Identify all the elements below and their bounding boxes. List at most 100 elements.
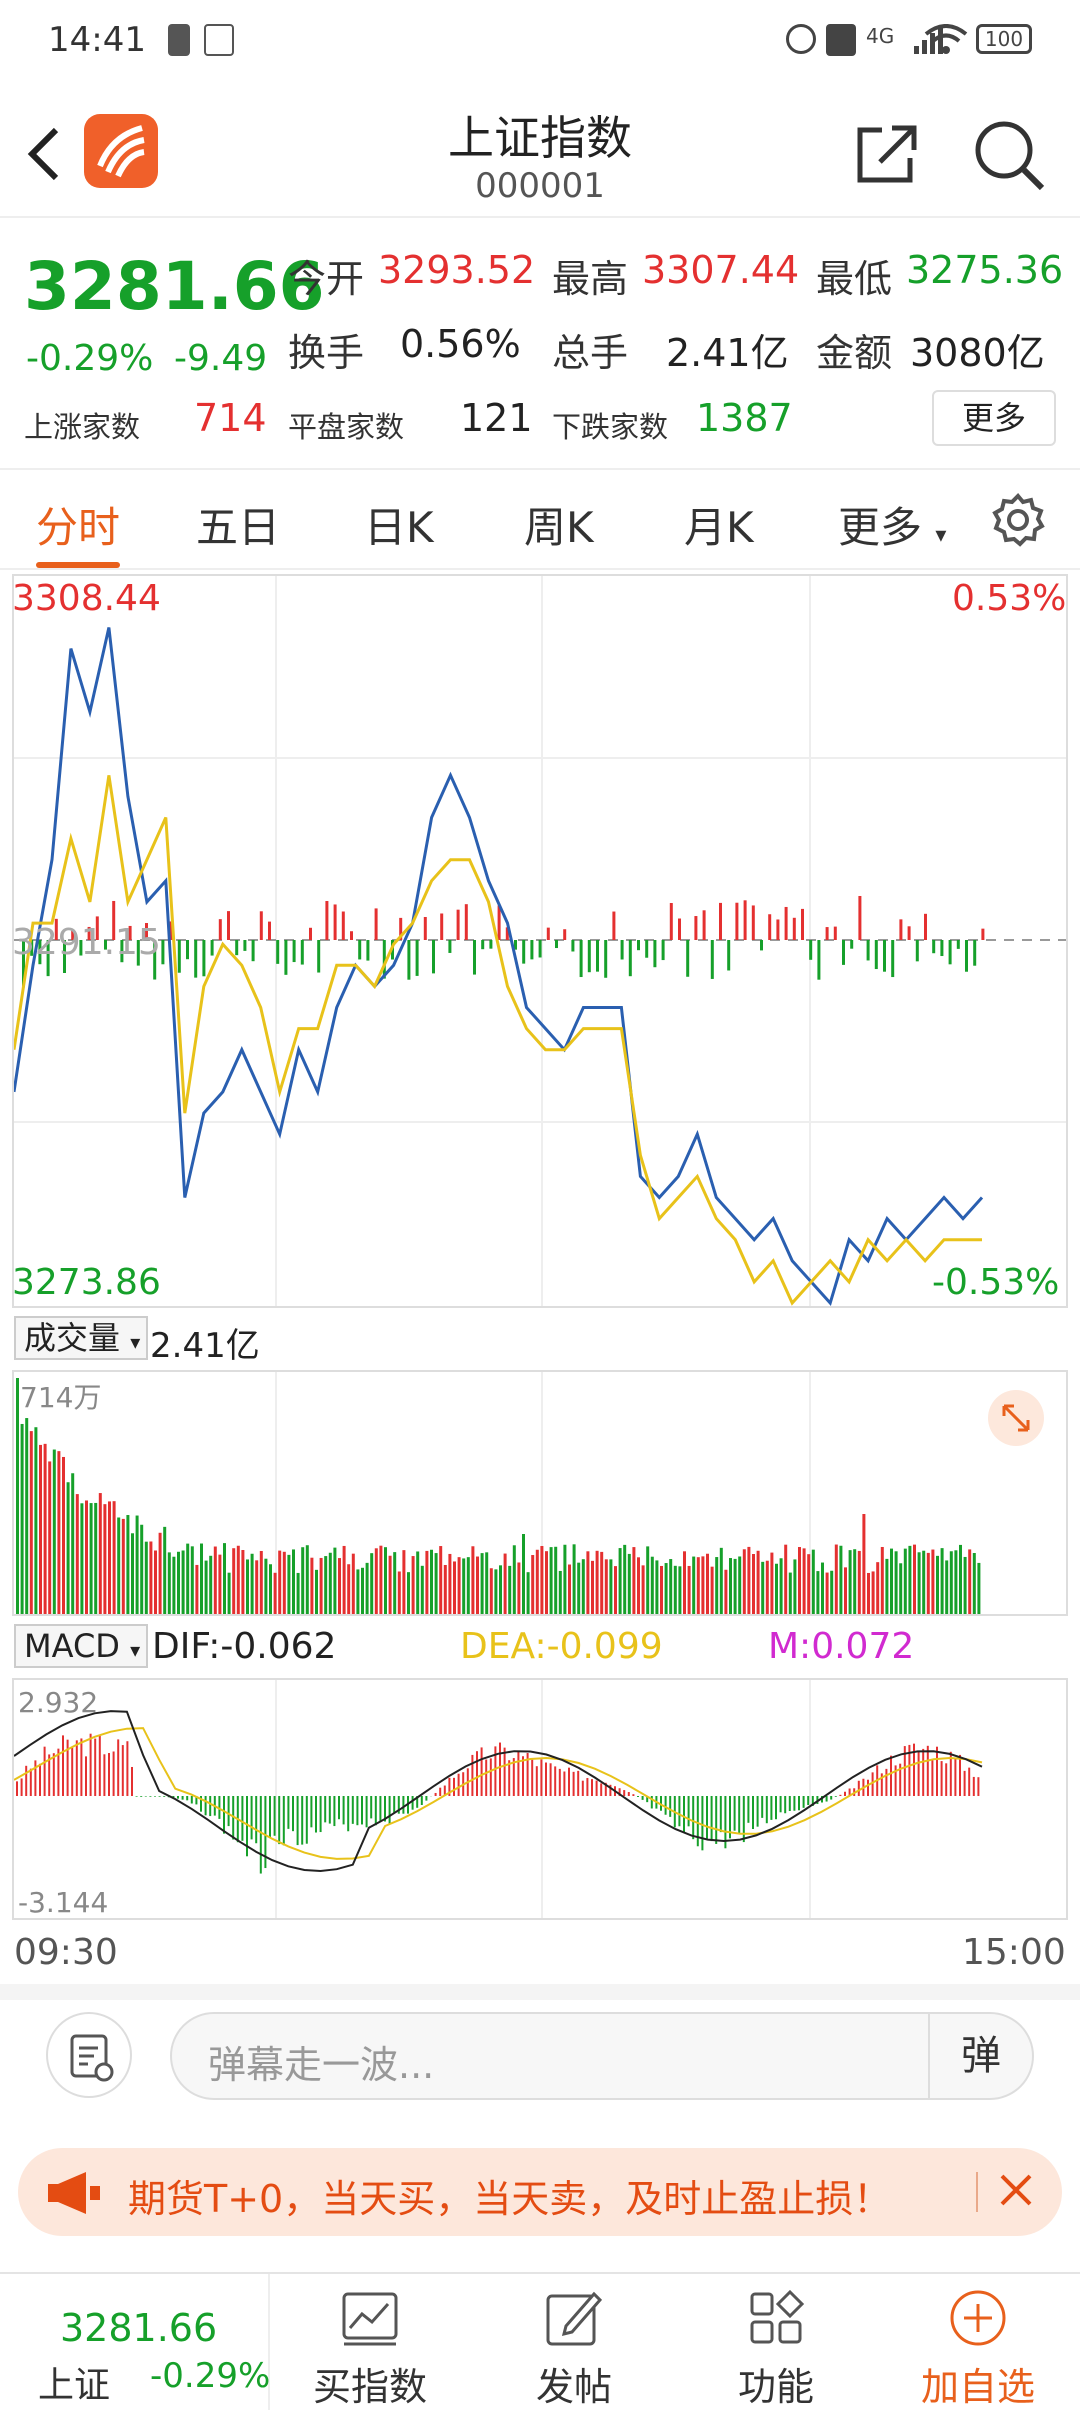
macd-bar-positive <box>126 1741 128 1796</box>
tab-intraday[interactable]: 分时 <box>36 494 120 555</box>
macd-bar-negative <box>260 1796 262 1874</box>
active-tab-indicator <box>36 562 120 568</box>
volume-bar-down <box>324 1556 327 1614</box>
down-tick-bar <box>662 940 665 960</box>
macd-bar-negative <box>324 1796 326 1822</box>
down-tick-bar <box>178 940 181 973</box>
post-label: 发帖 <box>494 2356 654 2411</box>
danmu-input[interactable]: 弹幕走一波... 弹 <box>170 2012 1034 2100</box>
macd-bar-negative <box>255 1796 257 1843</box>
intraday-chart[interactable] <box>12 574 1068 1308</box>
volume-bar-up <box>752 1554 755 1614</box>
tab-weekly-k[interactable]: 周K <box>524 494 594 555</box>
current-price: 3281.66 <box>24 248 325 325</box>
macd-m: M:0.072 <box>768 1626 914 1667</box>
volume-bar-down <box>467 1557 470 1614</box>
macd-bar-negative <box>642 1796 644 1800</box>
volume-bar-up <box>444 1565 447 1614</box>
functions-button[interactable]: 功能 <box>696 2274 856 2410</box>
promo-banner[interactable]: 期货T+0，当天买，当天卖，及时止盈止损！ <box>18 2148 1062 2236</box>
macd-bar-negative <box>278 1796 280 1844</box>
promo-close-button[interactable] <box>996 2162 1036 2221</box>
chart-top-price: 3308.44 <box>12 578 161 619</box>
macd-bar-positive <box>522 1756 524 1796</box>
macd-bar-negative <box>320 1796 322 1832</box>
macd-bar-negative <box>241 1796 243 1841</box>
tab-monthly-k[interactable]: 月K <box>684 494 754 555</box>
volume-bar-down <box>646 1546 649 1614</box>
volume-bar-up <box>697 1557 700 1614</box>
macd-indicator-label: MACD <box>24 1627 120 1665</box>
volume-bar-down <box>508 1566 511 1614</box>
volume-bar-up <box>660 1566 663 1614</box>
down-tick-bar <box>645 940 648 958</box>
macd-bar-negative <box>402 1796 404 1814</box>
down-tick-bar <box>235 940 238 955</box>
danmu-settings-button[interactable] <box>46 2012 132 2098</box>
macd-chart-svg <box>14 1680 1066 1918</box>
volume-bar-down <box>563 1545 566 1614</box>
volume-bar-down <box>922 1551 925 1614</box>
volume-bar-up <box>568 1565 571 1614</box>
caret-down-icon: ▾ <box>130 1330 140 1354</box>
macd-chart[interactable]: 2.932 -3.144 <box>12 1678 1068 1920</box>
add-watchlist-button[interactable]: 加自选 <box>898 2274 1058 2410</box>
tab-more[interactable]: 更多 ▾ <box>838 494 946 555</box>
chart-settings-button[interactable] <box>990 492 1046 548</box>
volume-bar-down <box>205 1561 208 1614</box>
up-count-label: 上涨家数 <box>24 404 140 446</box>
up-tick-bar <box>563 929 566 940</box>
macd-bar-negative <box>701 1796 703 1850</box>
volume-bar-down <box>959 1545 962 1614</box>
more-quote-button[interactable]: 更多 <box>932 390 1056 446</box>
down-tick-bar <box>867 940 870 960</box>
macd-bar-positive <box>927 1746 929 1796</box>
tab-five-day[interactable]: 五日 <box>196 494 280 555</box>
volume-bar-down <box>582 1559 585 1614</box>
buy-index-button[interactable]: 买指数 <box>290 2274 450 2410</box>
volume-bar-down <box>264 1559 267 1614</box>
post-button[interactable]: 发帖 <box>494 2274 654 2410</box>
macd-bar-positive <box>113 1751 115 1796</box>
tab-daily-k[interactable]: 日K <box>364 494 434 555</box>
volume-bar-down <box>200 1544 203 1614</box>
macd-bar-positive <box>453 1778 455 1796</box>
close-icon <box>996 2170 1036 2210</box>
macd-bar-negative <box>738 1796 740 1834</box>
macd-bar-negative <box>669 1796 671 1817</box>
macd-bar-positive <box>540 1759 542 1796</box>
search-button[interactable] <box>970 114 1050 194</box>
volume-bar-down <box>720 1548 723 1614</box>
volume-bar-down <box>669 1559 672 1614</box>
share-button[interactable] <box>852 118 922 188</box>
expand-button[interactable] <box>988 1390 1044 1446</box>
volume-bar-up <box>536 1550 539 1614</box>
volume-bar-down <box>628 1554 631 1614</box>
macd-bar-positive <box>872 1772 874 1796</box>
down-tick-bar <box>957 940 960 949</box>
turnover-label: 换手 <box>288 322 364 377</box>
volume-bar-up <box>770 1553 773 1614</box>
up-tick-bar <box>858 896 861 940</box>
up-tick-bar <box>670 903 673 940</box>
volume-chart[interactable]: 714万 <box>12 1370 1068 1616</box>
volume-bar-down <box>53 1450 56 1614</box>
macd-bar-negative <box>830 1796 832 1800</box>
macd-bar-negative <box>209 1796 211 1816</box>
danmu-toggle-button[interactable]: 弹 <box>928 2014 1032 2098</box>
volume-indicator-select[interactable]: 成交量 ▾ <box>14 1316 148 1360</box>
bottom-toolbar: 3281.66 上证 -0.29% 买指数 发帖 功能 加自选 <box>0 2272 1080 2408</box>
status-time: 14:41 <box>48 20 146 60</box>
mini-quote[interactable]: 3281.66 上证 -0.29% <box>0 2274 270 2410</box>
volume-bar-down <box>494 1569 497 1614</box>
macd-bar-positive <box>517 1752 519 1796</box>
macd-bar-positive <box>973 1777 975 1796</box>
macd-bar-negative <box>297 1796 299 1845</box>
macd-dea: DEA:-0.099 <box>460 1626 663 1667</box>
macd-indicator-select[interactable]: MACD ▾ <box>14 1624 148 1668</box>
down-tick-bar <box>916 940 919 961</box>
volume-bar-up <box>453 1561 456 1614</box>
macd-bar-positive <box>131 1767 133 1796</box>
volume-bar-down <box>172 1557 175 1614</box>
volume-bar-up <box>122 1519 125 1614</box>
